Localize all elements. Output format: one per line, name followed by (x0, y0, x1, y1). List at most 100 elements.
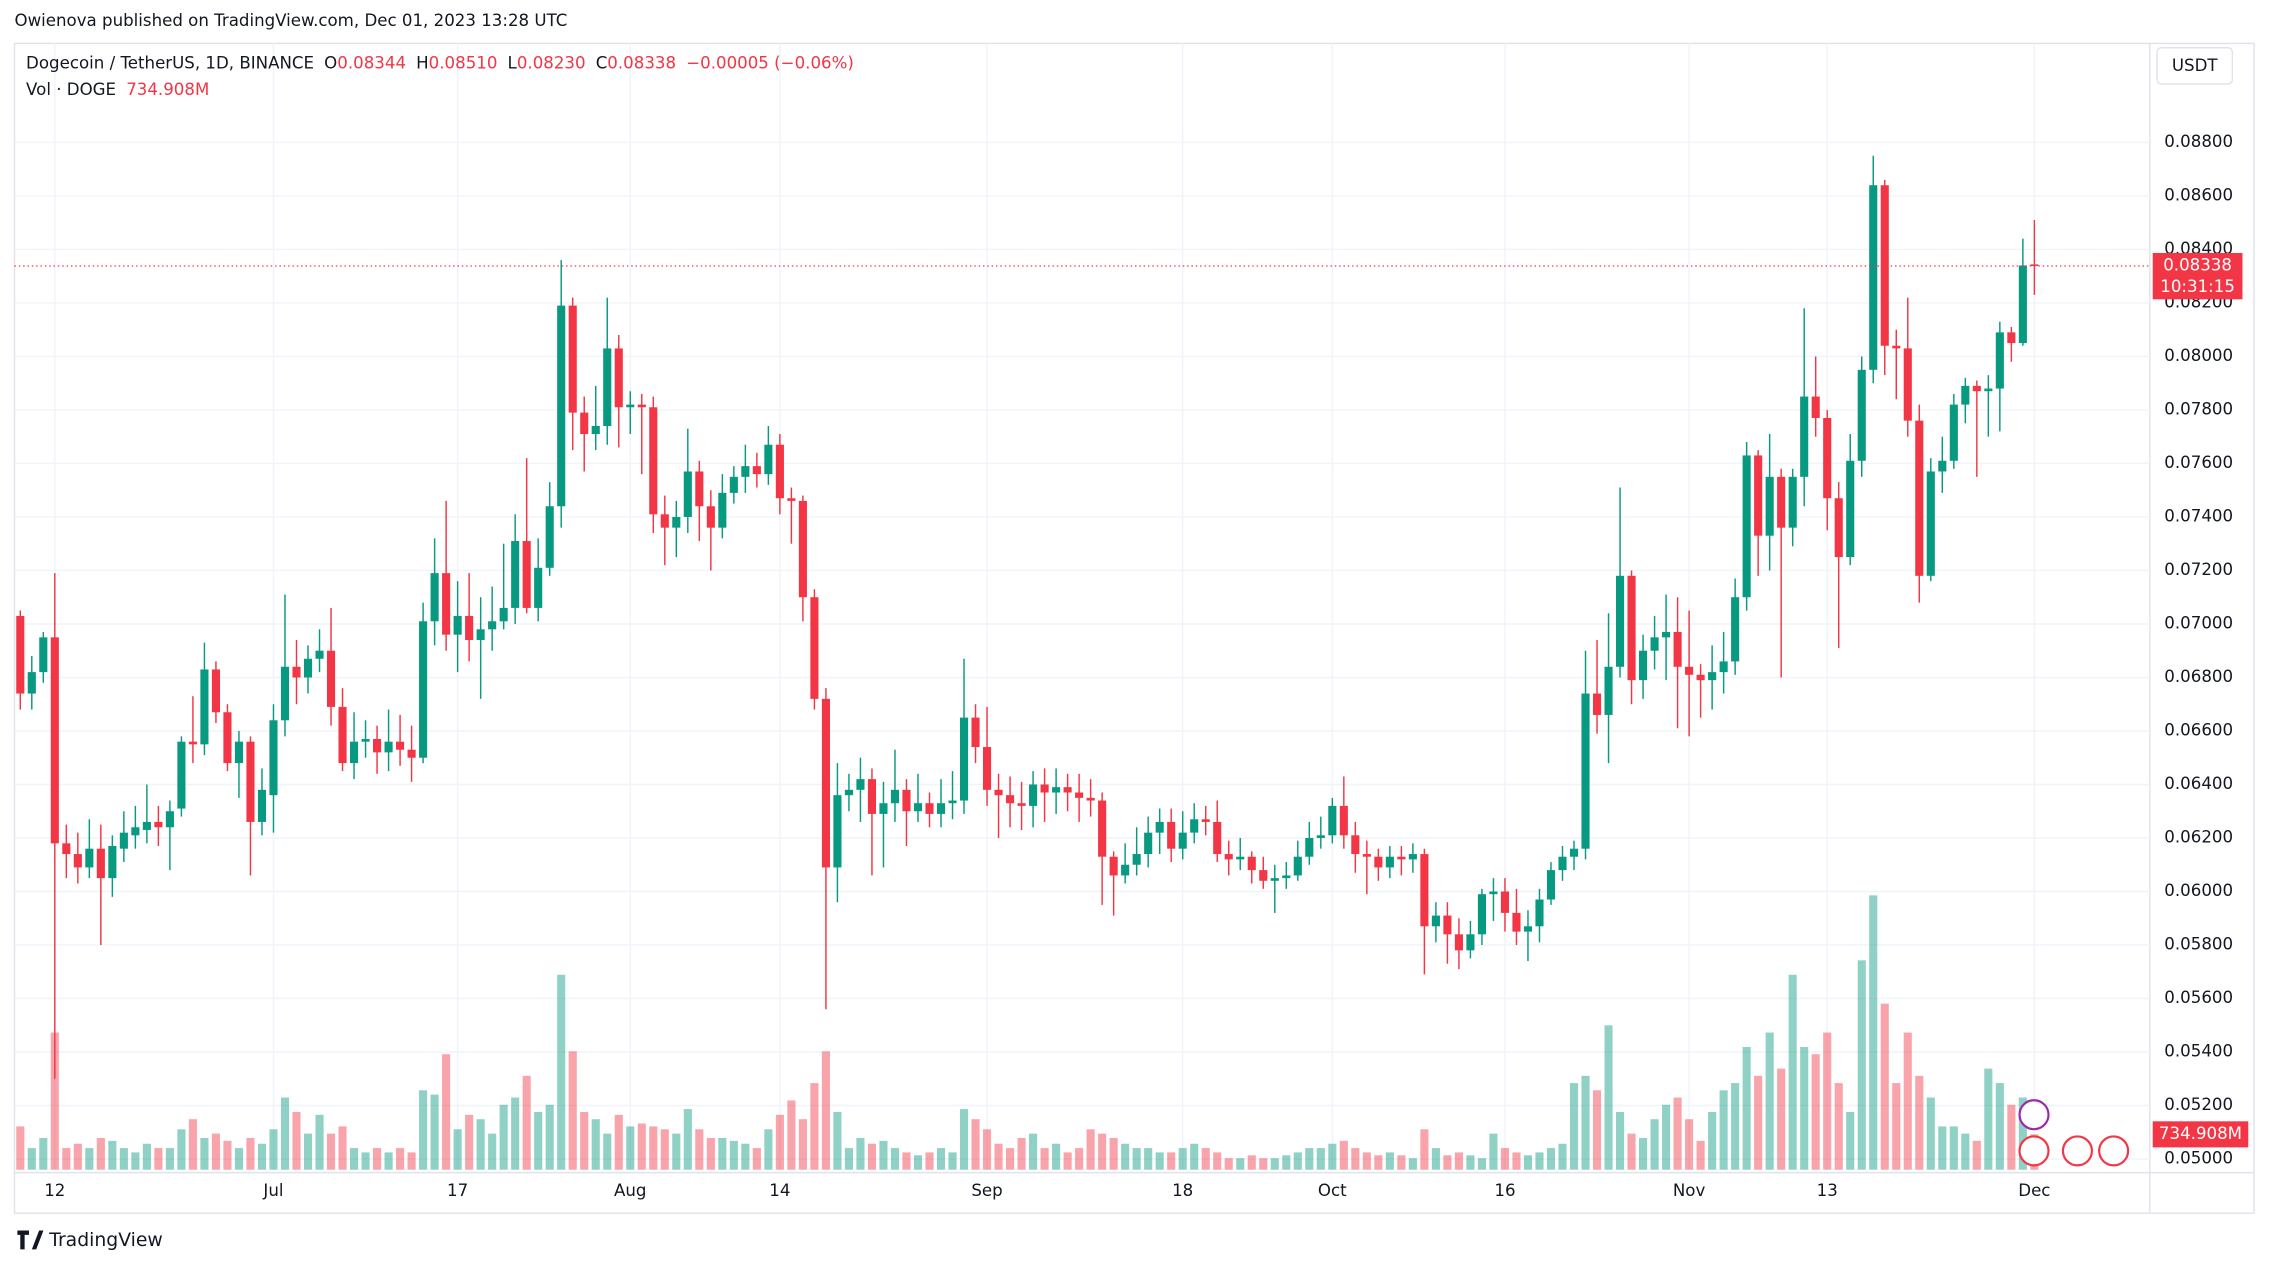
volume-bar (2018, 1097, 2027, 1170)
volume-bar (476, 1119, 485, 1170)
candle-body (16, 615, 25, 694)
candle-body (752, 466, 761, 475)
candle-body (1523, 926, 1533, 932)
candle-body (142, 821, 151, 830)
volume-bar (1949, 1126, 1958, 1170)
candle-body (108, 846, 117, 879)
volume-bar (1374, 1155, 1383, 1170)
candle-body (188, 741, 197, 745)
candle-body (1006, 795, 1015, 804)
candle-body (1880, 185, 1889, 346)
volume-bar (1029, 1133, 1038, 1170)
ohlc-value: 0.08230 (517, 53, 586, 72)
candle-body (326, 650, 336, 707)
volume-bar (1754, 1075, 1763, 1170)
candles (16, 155, 2039, 1079)
candle-body (1397, 856, 1406, 860)
candle-body (1201, 819, 1210, 822)
candle-body (1627, 575, 1636, 681)
volume-bar (407, 1152, 416, 1170)
volume-label-box (2152, 1121, 2249, 1148)
y-tick-label: 0.06400 (2164, 774, 2233, 793)
candle-body (511, 541, 520, 608)
volume-bar (73, 1143, 82, 1170)
volume-bar (1431, 1148, 1440, 1170)
ohlc-value: 0.08510 (429, 53, 498, 72)
volume-bar (200, 1137, 209, 1170)
candle-body (177, 741, 186, 809)
candle-body (545, 506, 554, 568)
candle-body (223, 712, 232, 764)
volume-bar (292, 1111, 301, 1170)
volume-bar (614, 1114, 623, 1170)
candle-body (303, 658, 313, 678)
volume-bar (1546, 1148, 1556, 1170)
volume-bar (545, 1104, 554, 1170)
candle-body (1132, 854, 1141, 865)
candle-body (1408, 854, 1417, 860)
volume-bar (1627, 1133, 1636, 1170)
volume-bar (1454, 1152, 1463, 1170)
currency-button-label[interactable]: USDT (2172, 56, 2219, 75)
volume-bar (1788, 974, 1797, 1170)
event-flag-icon[interactable] (2061, 1135, 2094, 1167)
current-price-box (2152, 252, 2243, 300)
candle-body (1420, 854, 1429, 927)
volume-bar (764, 1129, 773, 1170)
volume-bar (511, 1097, 520, 1170)
volume-bar (16, 1126, 25, 1170)
x-tick-label: 16 (1494, 1181, 1515, 1200)
volume-label: 734.908M (2159, 1124, 2242, 1143)
candle-body (1984, 388, 1993, 392)
volume-bar (1213, 1152, 1222, 1170)
candle-body (1972, 385, 1981, 392)
volume-bar (982, 1129, 992, 1170)
candle-body (534, 567, 543, 608)
event-flag-icon[interactable] (2018, 1135, 2050, 1167)
y-tick-label: 0.05400 (2164, 1042, 2233, 1061)
event-flag-icon[interactable] (2098, 1135, 2130, 1167)
candle-body (1949, 404, 1958, 461)
candle-body (373, 739, 382, 753)
volume-bar (1489, 1133, 1498, 1170)
y-tick-label: 0.06200 (2164, 827, 2233, 846)
volume-bar (706, 1137, 715, 1170)
volume-bar (1869, 895, 1878, 1170)
candle-body (1581, 693, 1590, 849)
candle-body (1086, 797, 1095, 801)
candle-body (1374, 856, 1383, 868)
volume-legend-line: Vol · DOGE 734.908M (26, 79, 209, 98)
volume-bar (384, 1152, 393, 1170)
x-tick-label: Sep (971, 1181, 1002, 1200)
candle-body (1144, 832, 1153, 855)
volume-bar (568, 1051, 577, 1170)
volume-bar (557, 974, 566, 1170)
candle-body (50, 637, 59, 844)
volume-bar (373, 1148, 382, 1170)
volume-bar (1362, 1152, 1371, 1170)
candle-body (591, 425, 600, 435)
volume-bar (2007, 1104, 2016, 1170)
grid (14, 43, 2150, 1170)
y-tick-label: 0.06000 (2164, 881, 2233, 900)
volume-value: 734.908M (126, 79, 209, 98)
volume-name: Vol · DOGE (26, 79, 116, 98)
volume-bar (50, 1032, 59, 1170)
event-icon[interactable] (2018, 1099, 2050, 1131)
candle-body (580, 412, 589, 435)
candle-body (1846, 460, 1855, 558)
candle-body (1869, 185, 1878, 370)
volume-bar (1581, 1075, 1590, 1170)
volume-bar (361, 1152, 370, 1170)
candle-body (1708, 672, 1717, 681)
candle-body (419, 621, 428, 758)
currency-button[interactable] (2156, 47, 2234, 85)
candle-body (2007, 332, 2016, 344)
volume-bar (349, 1148, 359, 1170)
volume-bar (1765, 1032, 1774, 1170)
candle-body (1650, 637, 1659, 651)
volume-bar (1040, 1148, 1049, 1170)
candle-body (568, 305, 577, 413)
candle-body (1316, 835, 1325, 838)
volume-bar (419, 1090, 428, 1170)
